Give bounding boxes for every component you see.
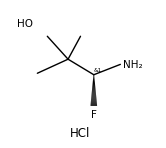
Polygon shape [93, 79, 95, 80]
Polygon shape [92, 89, 96, 90]
Polygon shape [93, 78, 94, 79]
Text: F: F [91, 110, 97, 120]
Text: &1: &1 [93, 68, 102, 73]
Polygon shape [92, 92, 96, 93]
Polygon shape [91, 100, 97, 101]
Polygon shape [92, 86, 95, 87]
Polygon shape [93, 76, 94, 77]
Polygon shape [93, 75, 94, 76]
Polygon shape [91, 98, 96, 99]
Text: HO: HO [17, 19, 33, 29]
Polygon shape [91, 94, 96, 95]
Polygon shape [91, 95, 96, 96]
Polygon shape [91, 102, 97, 103]
Polygon shape [92, 88, 95, 89]
Text: NH₂: NH₂ [123, 60, 142, 70]
Polygon shape [93, 80, 95, 81]
Text: HCl: HCl [70, 127, 90, 140]
Polygon shape [91, 99, 96, 100]
Polygon shape [90, 105, 97, 106]
Polygon shape [91, 103, 97, 104]
Polygon shape [93, 81, 95, 82]
Polygon shape [92, 93, 96, 94]
Polygon shape [92, 84, 95, 85]
Polygon shape [93, 77, 94, 78]
Polygon shape [91, 96, 96, 98]
Polygon shape [92, 87, 95, 88]
Polygon shape [92, 90, 96, 91]
Polygon shape [92, 91, 96, 92]
Polygon shape [92, 85, 95, 86]
Polygon shape [93, 83, 95, 84]
Polygon shape [91, 104, 97, 105]
Polygon shape [93, 82, 95, 83]
Polygon shape [91, 101, 97, 102]
